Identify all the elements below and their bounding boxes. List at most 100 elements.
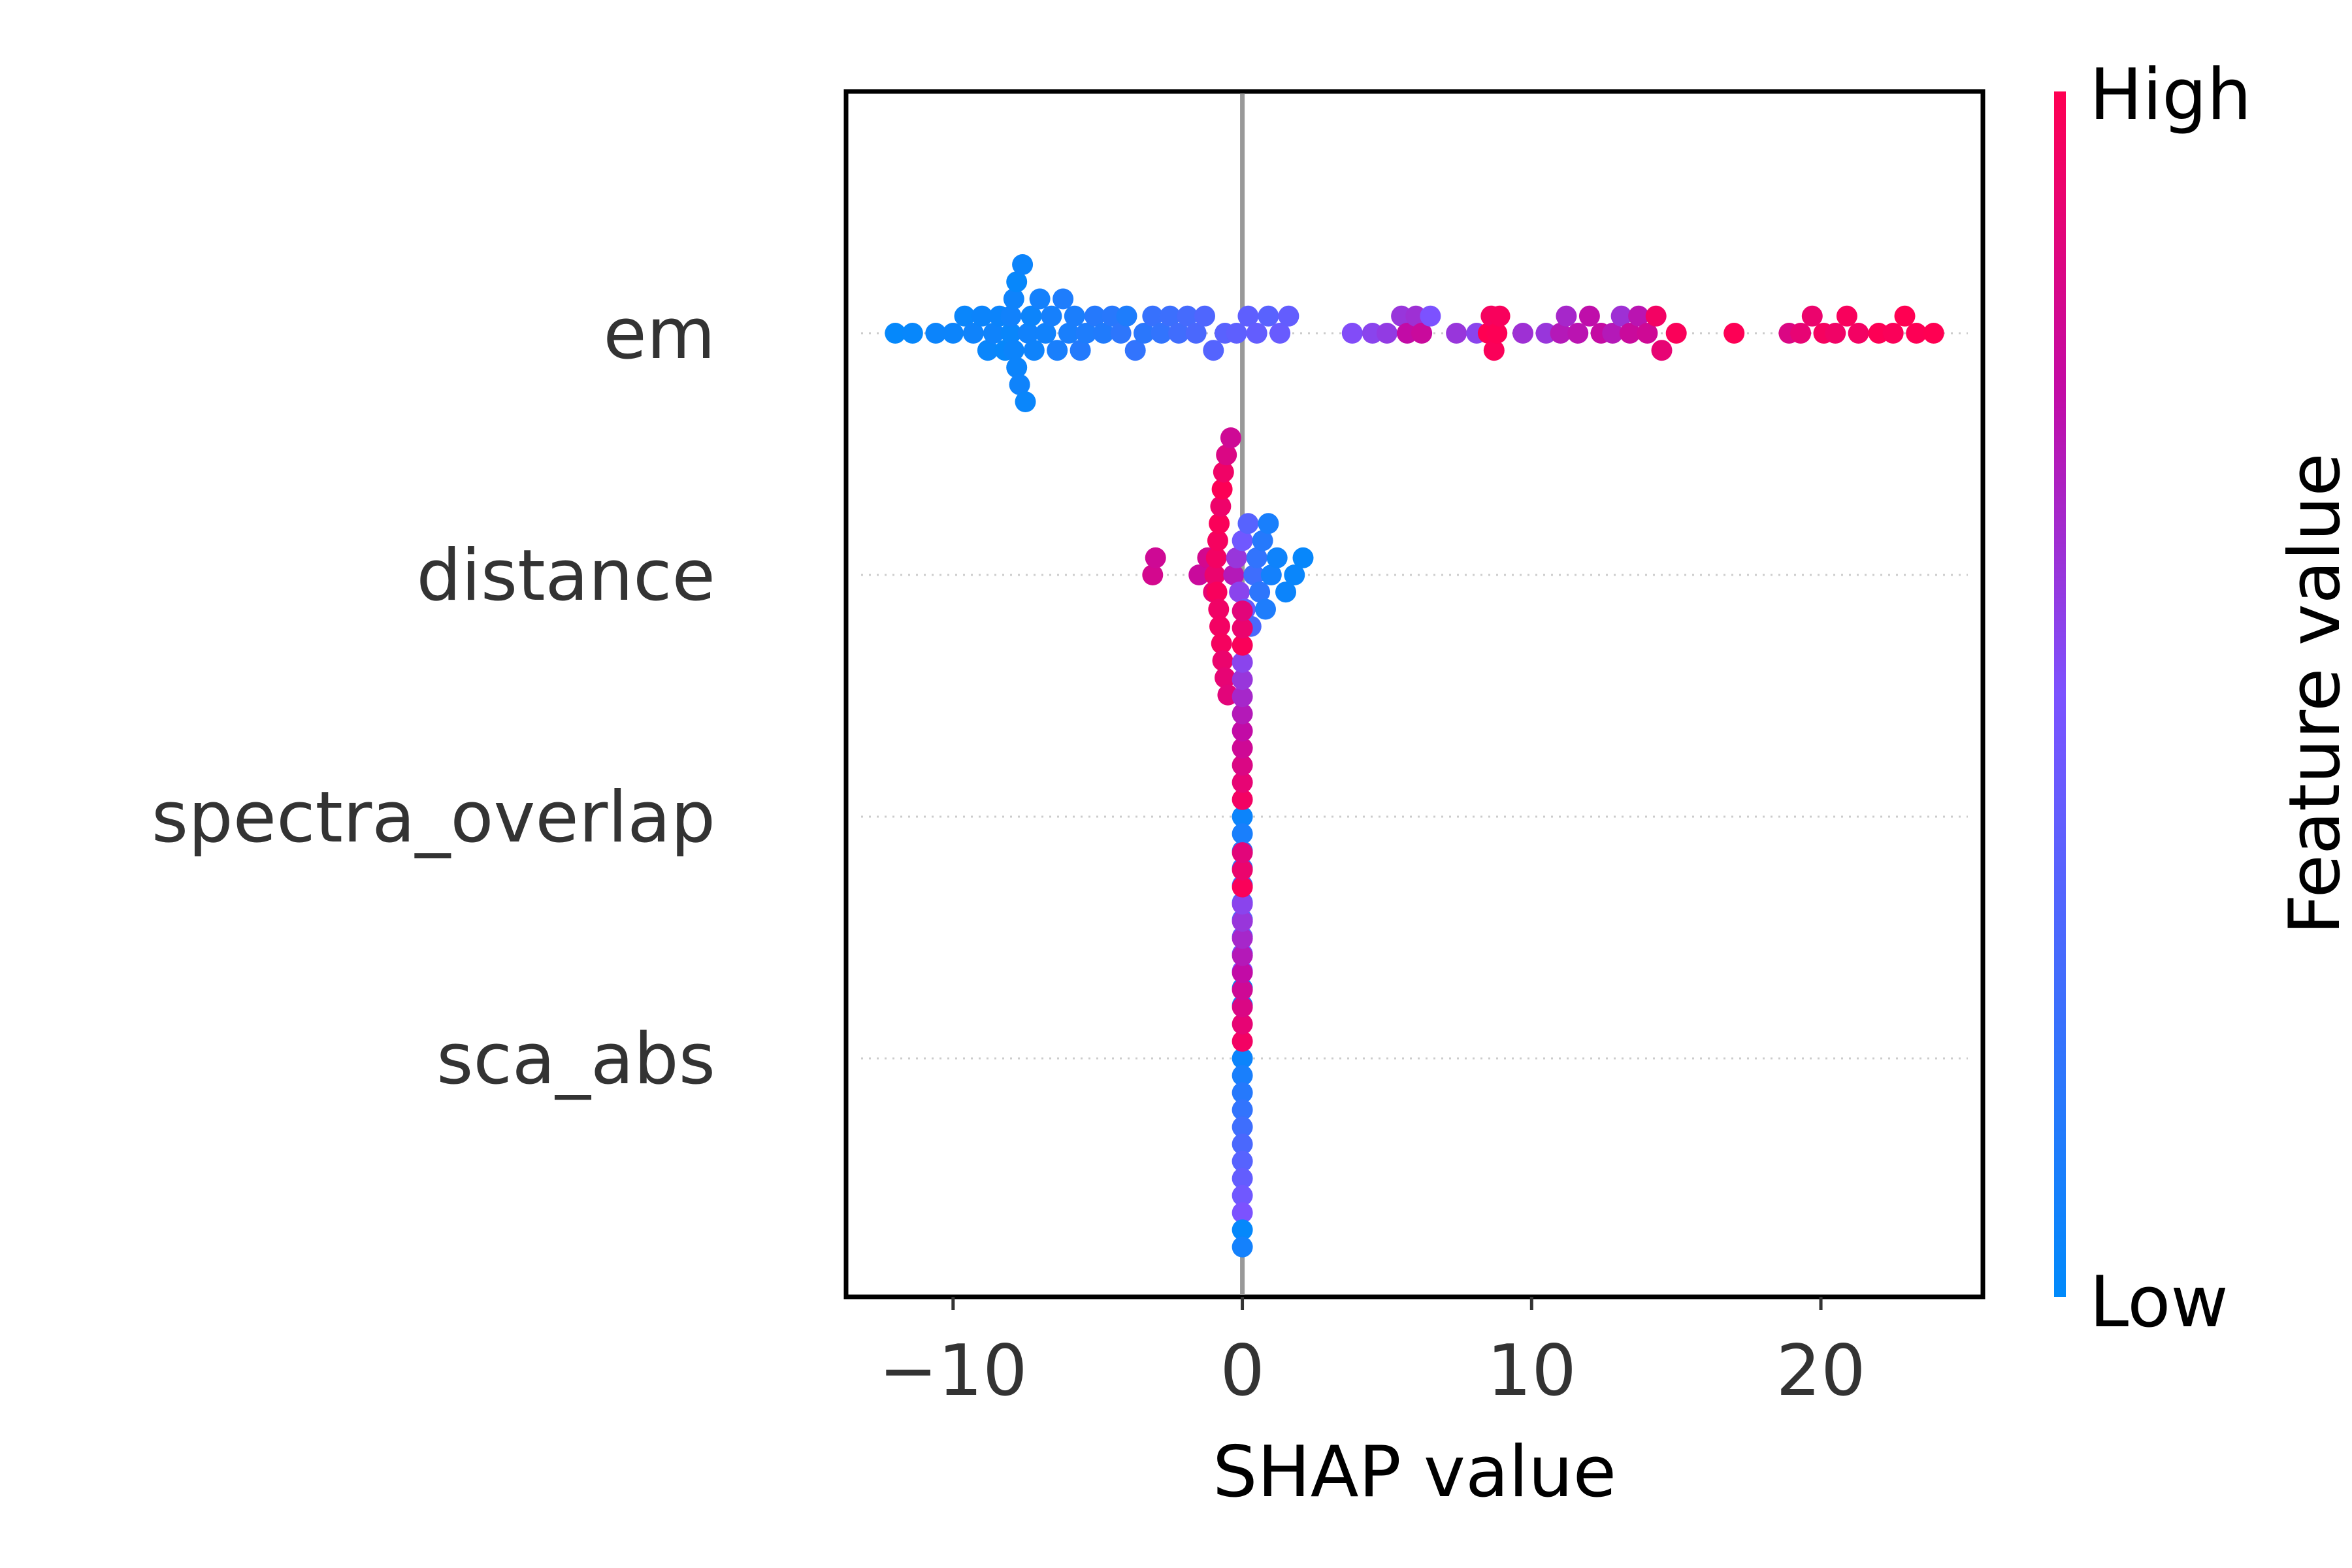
point-em-5 bbox=[962, 323, 984, 344]
point-distance-22 bbox=[1226, 547, 1247, 568]
point-sca-abs-15 bbox=[1232, 911, 1253, 932]
point-em-67 bbox=[1486, 323, 1508, 344]
point-distance-8 bbox=[1207, 530, 1228, 551]
point-sca-abs-4 bbox=[1232, 1082, 1253, 1103]
point-distance-26 bbox=[1237, 513, 1259, 534]
point-distance-11 bbox=[1209, 615, 1230, 637]
point-em-73 bbox=[1567, 323, 1589, 344]
point-em-91 bbox=[1848, 323, 1869, 344]
point-em-19 bbox=[1015, 391, 1036, 412]
point-distance-36 bbox=[1275, 581, 1296, 603]
beeswarm-points bbox=[885, 254, 1944, 1258]
point-em-14 bbox=[1003, 288, 1024, 310]
point-em-12 bbox=[1000, 305, 1022, 327]
point-spectra-overlap-23 bbox=[1232, 600, 1253, 622]
point-spectra-overlap-19 bbox=[1232, 634, 1253, 656]
point-em-69 bbox=[1512, 323, 1533, 344]
point-em-15 bbox=[1006, 357, 1028, 378]
point-em-45 bbox=[1194, 305, 1215, 327]
point-distance-18 bbox=[1216, 444, 1237, 466]
point-spectra-overlap-9 bbox=[1232, 720, 1253, 742]
point-em-89 bbox=[1825, 323, 1846, 344]
point-em-53 bbox=[1278, 305, 1299, 327]
point-distance-32 bbox=[1255, 598, 1276, 620]
point-em-8 bbox=[983, 323, 1004, 344]
point-distance-9 bbox=[1208, 598, 1230, 620]
x-tick-label-1: 0 bbox=[1220, 1330, 1265, 1412]
point-distance-34 bbox=[1260, 564, 1282, 585]
point-spectra-overlap-21 bbox=[1232, 617, 1253, 639]
point-em-70 bbox=[1535, 323, 1557, 344]
point-em-0 bbox=[885, 323, 906, 344]
point-em-43 bbox=[1177, 305, 1198, 327]
point-em-56 bbox=[1376, 323, 1397, 344]
point-sca-abs-20 bbox=[1232, 1219, 1253, 1241]
point-distance-21 bbox=[1223, 564, 1245, 585]
point-spectra-overlap-11 bbox=[1232, 703, 1253, 725]
point-em-96 bbox=[1923, 323, 1944, 344]
x-tick-label-0: −10 bbox=[879, 1330, 1028, 1412]
point-distance-38 bbox=[1292, 547, 1314, 568]
point-sca-abs-17 bbox=[1232, 893, 1253, 915]
point-em-30 bbox=[1070, 340, 1091, 361]
point-em-76 bbox=[1602, 323, 1624, 344]
point-distance-14 bbox=[1211, 478, 1233, 500]
point-em-84 bbox=[1723, 323, 1745, 344]
point-em-4 bbox=[954, 305, 975, 327]
point-sca-abs-1 bbox=[1232, 1030, 1253, 1052]
point-em-55 bbox=[1362, 323, 1383, 344]
colorbar-low-label: Low bbox=[2089, 1262, 2229, 1343]
point-em-7 bbox=[977, 340, 998, 361]
point-em-29 bbox=[1064, 305, 1085, 327]
point-em-38 bbox=[1134, 323, 1154, 344]
point-sca-abs-2 bbox=[1232, 1065, 1253, 1086]
point-distance-1 bbox=[1145, 547, 1166, 568]
point-em-39 bbox=[1142, 305, 1164, 327]
point-em-61 bbox=[1420, 305, 1441, 327]
colorbar-high-label: High bbox=[2089, 54, 2251, 136]
point-spectra-overlap-2 bbox=[1232, 823, 1253, 845]
point-distance-24 bbox=[1232, 530, 1253, 551]
point-distance-12 bbox=[1210, 496, 1232, 517]
point-em-11 bbox=[1000, 323, 1022, 344]
point-distance-15 bbox=[1212, 650, 1233, 672]
point-distance-7 bbox=[1206, 581, 1228, 603]
point-em-20 bbox=[1017, 323, 1039, 344]
point-distance-5 bbox=[1204, 564, 1226, 585]
point-distance-10 bbox=[1209, 513, 1230, 534]
point-sca-abs-23 bbox=[1232, 842, 1253, 864]
point-em-80 bbox=[1637, 323, 1658, 344]
point-distance-28 bbox=[1243, 564, 1265, 585]
point-em-16 bbox=[1006, 271, 1028, 293]
point-distance-20 bbox=[1220, 427, 1241, 449]
point-em-2 bbox=[925, 323, 947, 344]
point-em-31 bbox=[1075, 323, 1097, 344]
point-spectra-overlap-15 bbox=[1232, 669, 1253, 691]
x-axis-label: SHAP value bbox=[1213, 1431, 1616, 1513]
feature-rows: em distance spectra_overlap sca_abs bbox=[152, 293, 1968, 1100]
point-em-87 bbox=[1801, 305, 1823, 327]
point-sca-abs-3 bbox=[1232, 1013, 1253, 1035]
point-em-52 bbox=[1269, 323, 1291, 344]
point-em-1 bbox=[902, 323, 923, 344]
point-spectra-overlap-13 bbox=[1232, 686, 1253, 708]
point-em-50 bbox=[1246, 323, 1267, 344]
point-em-49 bbox=[1237, 305, 1259, 327]
point-em-26 bbox=[1047, 340, 1068, 361]
point-em-94 bbox=[1894, 305, 1916, 327]
feature-label-spectra-overlap: spectra_overlap bbox=[152, 777, 715, 858]
point-em-51 bbox=[1258, 305, 1279, 327]
point-em-3 bbox=[942, 323, 964, 344]
point-sca-abs-13 bbox=[1232, 928, 1253, 949]
point-em-93 bbox=[1882, 323, 1904, 344]
point-sca-abs-10 bbox=[1232, 1134, 1253, 1155]
point-em-44 bbox=[1185, 323, 1207, 344]
point-em-59 bbox=[1405, 305, 1427, 327]
point-em-28 bbox=[1058, 323, 1079, 344]
point-distance-23 bbox=[1229, 581, 1250, 603]
point-sca-abs-19 bbox=[1232, 876, 1253, 898]
point-em-36 bbox=[1116, 305, 1137, 327]
feature-label-distance: distance bbox=[416, 535, 715, 617]
point-distance-2 bbox=[1188, 564, 1210, 585]
